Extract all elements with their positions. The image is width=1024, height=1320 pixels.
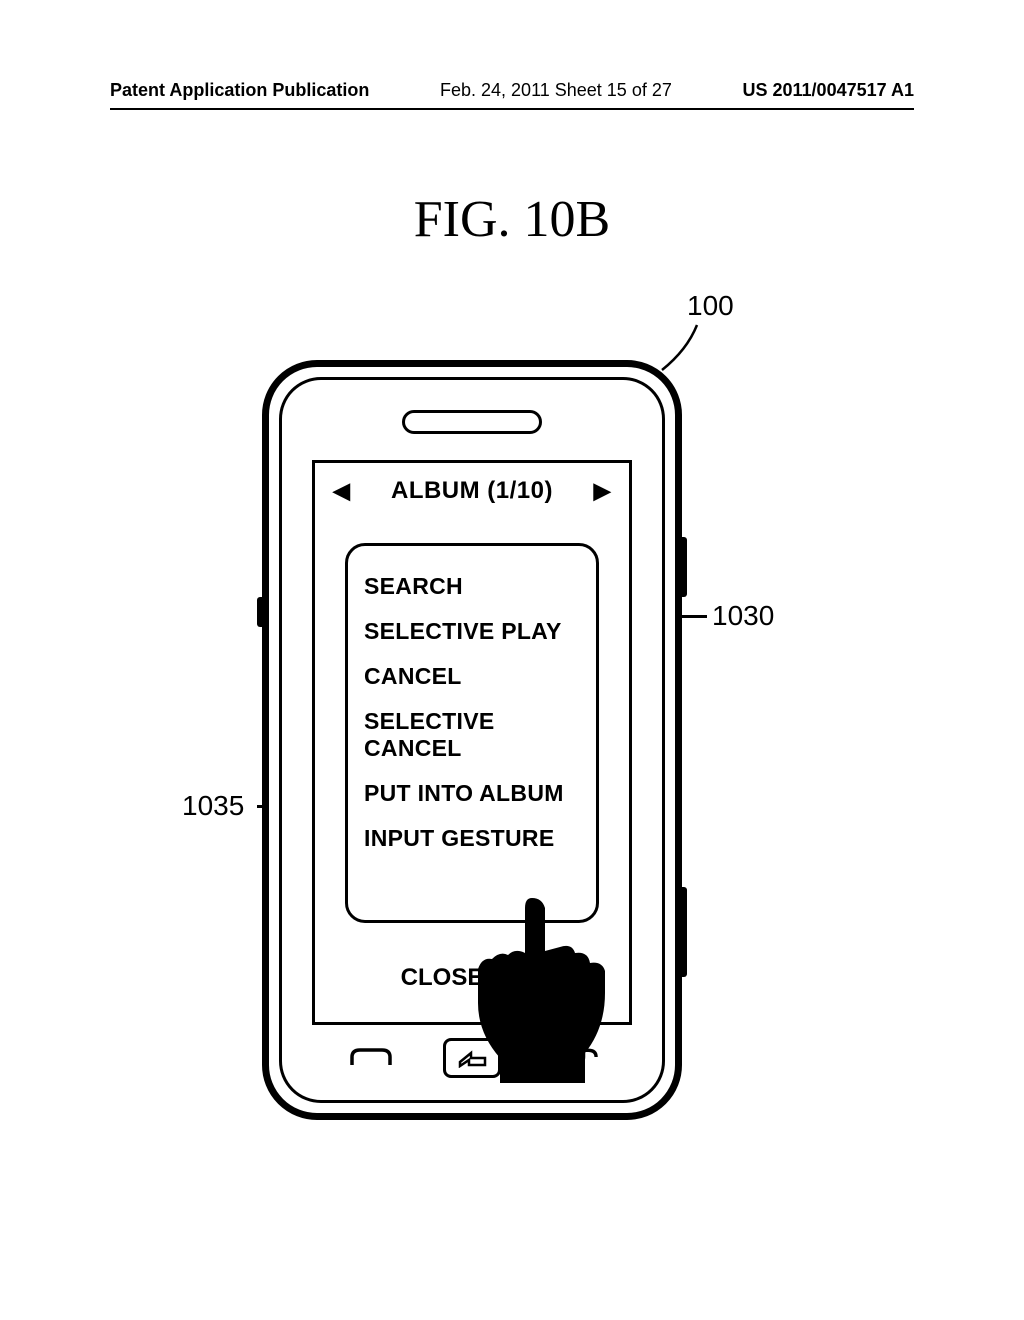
page-header: Patent Application Publication Feb. 24, … [110,80,914,101]
callout-menu-label: 1030 [712,600,774,632]
hw-button-left[interactable] [346,1046,396,1070]
phone-screen: ◀ ALBUM (1/10) ▶ SEARCH SELECTIVE PLAY C… [312,460,632,1025]
phone-side-button-bottom [679,887,687,977]
menu-item-selective-play[interactable]: SELECTIVE PLAY [362,609,582,654]
callout-gesture-label: 1035 [182,790,244,822]
header-rule [110,108,914,110]
menu-item-search[interactable]: SEARCH [362,564,582,609]
menu-item-cancel[interactable]: CANCEL [362,654,582,699]
figure-container: 100 1030 1035 ◀ ALBUM (1/10) ▶ SEARCH SE… [262,320,762,1140]
callout-device-label: 100 [687,290,734,322]
phone-inner-frame: ◀ ALBUM (1/10) ▶ SEARCH SELECTIVE PLAY C… [279,377,665,1103]
phone-body: ◀ ALBUM (1/10) ▶ SEARCH SELECTIVE PLAY C… [262,360,682,1120]
phone-side-button-top [679,537,687,597]
phone-side-button-left [257,597,265,627]
menu-item-selective-cancel[interactable]: SELECTIVE CANCEL [362,699,582,771]
hw-button-home[interactable] [443,1038,501,1078]
header-publication: Patent Application Publication [110,80,369,101]
menu-item-put-into-album[interactable]: PUT INTO ALBUM [362,771,582,816]
nav-next-icon[interactable]: ▶ [594,478,611,504]
header-patent-number: US 2011/0047517 A1 [743,80,914,101]
figure-title: FIG. 10B [0,190,1024,249]
speaker-slot [402,410,542,434]
nav-prev-icon[interactable]: ◀ [333,478,350,504]
phone-hw-buttons [282,1038,662,1078]
menu-item-input-gesture[interactable]: INPUT GESTURE [362,816,582,861]
context-menu: SEARCH SELECTIVE PLAY CANCEL SELECTIVE C… [345,543,599,923]
hw-button-right[interactable] [548,1046,598,1070]
album-title: ALBUM (1/10) [391,477,553,505]
header-date-sheet: Feb. 24, 2011 Sheet 15 of 27 [440,80,672,101]
screen-header: ◀ ALBUM (1/10) ▶ [315,463,629,519]
